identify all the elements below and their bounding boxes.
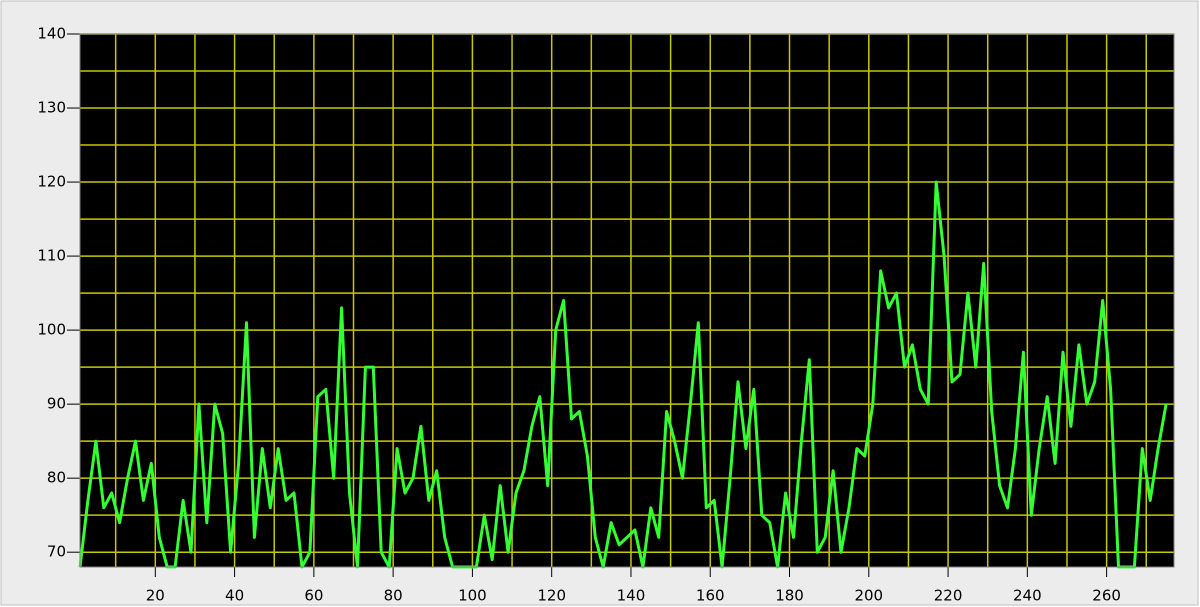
y-tick-label: 130 [37, 99, 66, 117]
y-tick-label: 70 [47, 543, 66, 561]
x-tick-label: 220 [934, 587, 963, 605]
y-tick-label: 140 [37, 25, 66, 43]
x-tick-label: 20 [146, 587, 165, 605]
x-tick-label: 60 [304, 587, 323, 605]
y-tick-label: 90 [47, 395, 66, 413]
y-tick-label: 120 [37, 173, 66, 191]
x-tick-label: 180 [775, 587, 804, 605]
y-tick-label: 110 [37, 247, 66, 265]
plot-border [79, 33, 1175, 568]
x-tick-label: 40 [225, 587, 244, 605]
x-tick-label: 100 [458, 587, 487, 605]
x-tick-label: 140 [617, 587, 646, 605]
x-tick-label: 120 [537, 587, 566, 605]
y-tick-label: 100 [37, 321, 66, 339]
x-tick-label: 260 [1092, 587, 1121, 605]
y-tick-label: 80 [47, 469, 66, 487]
x-tick-label: 160 [696, 587, 725, 605]
x-tick-label: 200 [854, 587, 883, 605]
x-tick-label: 240 [1013, 587, 1042, 605]
data-line [78, 180, 1168, 569]
x-tick-label: 80 [384, 587, 403, 605]
